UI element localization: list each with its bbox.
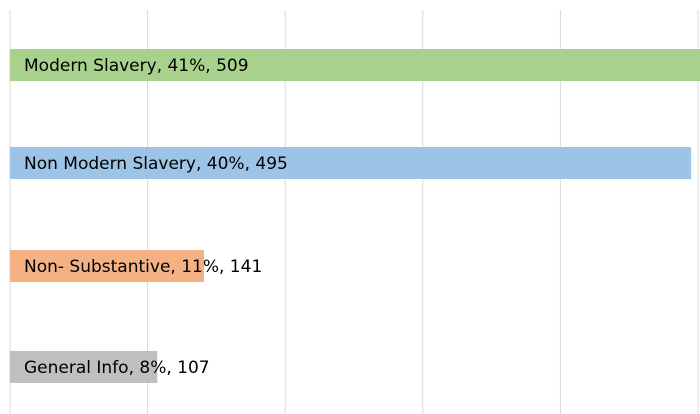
bar [10,49,700,81]
data-label: Non- Substantive, 11%, 141 [24,257,262,277]
bar [10,250,205,282]
bar [10,351,158,383]
data-label: General Info, 8%, 107 [24,358,210,378]
data-label: Modern Slavery, 41%, 509 [24,56,249,76]
bar [10,147,692,179]
data-label: Non Modern Slavery, 40%, 495 [24,154,288,174]
